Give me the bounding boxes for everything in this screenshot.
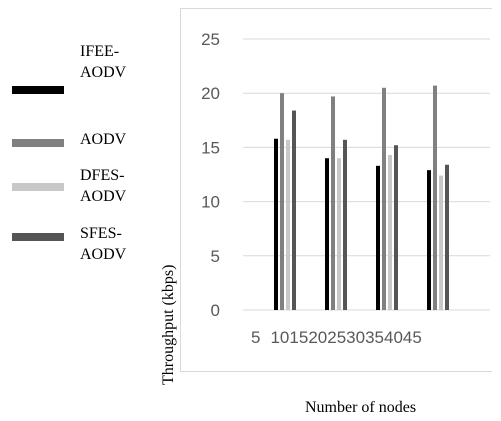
bar-sfes-aodv-10 <box>292 110 296 310</box>
x-tick-label: 45 <box>403 328 422 347</box>
legend-label-aodv: AODV <box>80 131 127 148</box>
bar-dfes-aodv-10 <box>286 139 290 310</box>
legend-swatch-ifee-aodv <box>12 86 64 94</box>
bar-aodv-10 <box>280 93 284 310</box>
x-tick-label: 25 <box>327 328 346 347</box>
bar-sfes-aodv-30 <box>394 145 398 310</box>
x-tick-label: 5 <box>251 328 260 347</box>
y-axis-title: Throughput (kbps) <box>160 264 177 385</box>
x-tick-label: 15 <box>289 328 308 347</box>
bar-ifee-aodv-40 <box>427 170 431 310</box>
bar-dfes-aodv-40 <box>439 175 443 310</box>
bar-dfes-aodv-20 <box>337 158 341 310</box>
x-tick-label: 40 <box>384 328 403 347</box>
legend-swatch-dfes-aodv <box>12 183 64 191</box>
y-tick-label: 20 <box>201 84 220 103</box>
x-tick-label: 30 <box>346 328 365 347</box>
label-mask <box>150 208 180 238</box>
bar-aodv-40 <box>433 85 437 310</box>
bar-sfes-aodv-40 <box>445 164 449 310</box>
y-tick-label: 10 <box>201 193 220 212</box>
legend-swatch-aodv <box>12 139 64 147</box>
bar-aodv-20 <box>331 96 335 311</box>
y-tick-label: 25 <box>201 30 220 49</box>
x-tick-label: 10 <box>270 328 289 347</box>
legend-label-ifee-aodv: IFEE-AODV <box>80 43 127 81</box>
legend-swatch-sfes-aodv <box>12 233 64 241</box>
bar-dfes-aodv-30 <box>388 154 392 310</box>
legend-label-sfes-aodv: SFES-AODV <box>80 225 127 263</box>
y-tick-label: 0 <box>211 301 220 320</box>
y-tick-label: 5 <box>211 247 220 266</box>
bar-aodv-30 <box>382 87 386 310</box>
legend-label-dfes-aodv: DFES-AODV <box>80 167 127 205</box>
bar-ifee-aodv-30 <box>376 165 380 310</box>
bar-ifee-aodv-10 <box>274 138 278 310</box>
x-axis-title: Number of nodes <box>305 399 417 416</box>
bar-sfes-aodv-20 <box>343 139 347 310</box>
x-tick-labels: 5 1015202530354045 <box>251 328 422 347</box>
x-tick-label: 35 <box>365 328 384 347</box>
x-tick-label: 20 <box>308 328 327 347</box>
bar-ifee-aodv-20 <box>325 158 329 310</box>
y-tick-label: 15 <box>201 138 220 157</box>
